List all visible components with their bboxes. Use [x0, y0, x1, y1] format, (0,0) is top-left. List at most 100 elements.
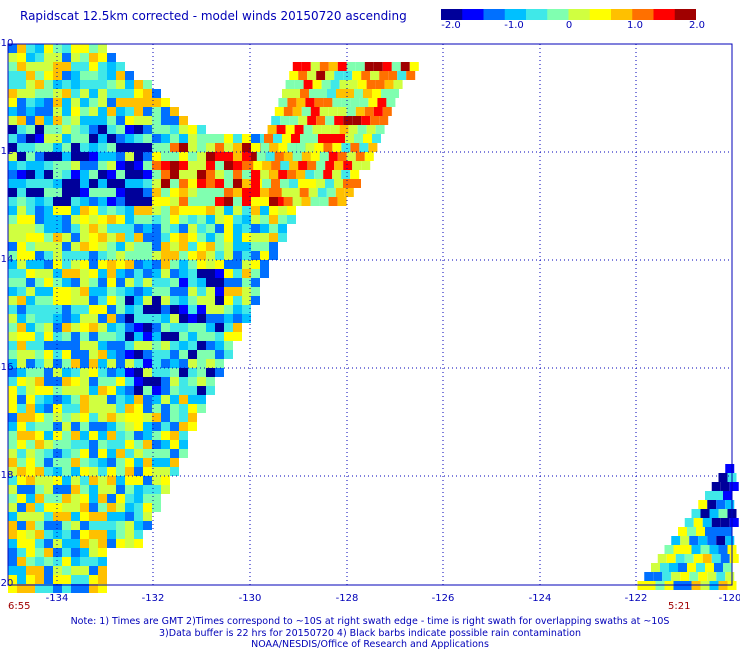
swath-cell [644, 572, 654, 581]
swath-cell [89, 566, 98, 575]
swath-cell [62, 431, 71, 440]
swath-cell [224, 143, 233, 152]
swath-cell [305, 98, 315, 107]
swath-cell [143, 179, 152, 188]
swath-cell [125, 530, 134, 539]
colorbar-swatch [504, 9, 527, 20]
swath-cell [359, 98, 369, 107]
swath-cell [17, 287, 26, 296]
swath-cell [80, 197, 89, 206]
swath-cell [26, 548, 35, 557]
swath-cell [44, 557, 53, 566]
swath-cell [242, 224, 251, 233]
swath-cell [260, 215, 269, 224]
swath-cell [116, 233, 125, 242]
swath-cell [233, 287, 242, 296]
swath-cell [17, 521, 26, 530]
swath-cell [17, 98, 26, 107]
swath-cell [152, 278, 161, 287]
swath-cell [62, 215, 71, 224]
swath-cell [197, 188, 206, 197]
swath-cell [107, 404, 116, 413]
swath-cell [107, 233, 116, 242]
swath-cell [278, 98, 288, 107]
swath-cell [134, 188, 143, 197]
swath-cell [370, 116, 380, 125]
swath-cell [8, 80, 17, 89]
swath-cell [8, 458, 17, 467]
swath-cell [242, 233, 251, 242]
swath-cell [125, 440, 134, 449]
swath-cell [35, 287, 44, 296]
swath-cell [215, 224, 224, 233]
swath-cell [116, 341, 125, 350]
swath-cell [17, 188, 26, 197]
colorbar-swatch [611, 9, 633, 20]
swath-cell [179, 134, 188, 143]
lon-label-132: -132 [141, 593, 165, 604]
swath-cell [278, 224, 287, 233]
swath-cell [44, 386, 53, 395]
swath-cell [71, 44, 80, 53]
swath-cell [62, 44, 71, 53]
swath-cell [152, 305, 161, 314]
swath-cell [8, 287, 17, 296]
swath-cell [53, 89, 62, 98]
swath-cell [53, 395, 62, 404]
swath-cell [71, 431, 80, 440]
swath-cell [71, 71, 80, 80]
swath-cell [89, 206, 98, 215]
swath-cell [53, 503, 62, 512]
swath-cell [98, 431, 107, 440]
swath-cell [107, 431, 116, 440]
swath-cell [107, 305, 116, 314]
swath-cell [125, 152, 134, 161]
swath-cell [17, 170, 26, 179]
swath-cell [107, 80, 116, 89]
swath-cell [80, 215, 89, 224]
swath-cell [224, 242, 233, 251]
swath-cell [98, 314, 107, 323]
swath-cell [107, 359, 116, 368]
swath-cell [662, 572, 672, 581]
swath-cell [80, 107, 89, 116]
swath-cell [346, 152, 356, 161]
swath-cell [80, 386, 89, 395]
swath-cell [330, 125, 340, 134]
swath-cell [53, 467, 62, 476]
lat-label-18: -18 [0, 470, 14, 481]
swath-cell [8, 44, 17, 53]
swath-cell [62, 323, 71, 332]
swath-cell [233, 143, 242, 152]
swath-cell [134, 521, 143, 530]
swath-cell [251, 278, 260, 287]
swath-cell [316, 179, 325, 188]
swath-cell [17, 368, 26, 377]
swath-cell [294, 80, 304, 89]
swath-cell [206, 143, 215, 152]
swath-cell [71, 233, 80, 242]
swath-cell [224, 278, 233, 287]
swath-cell [35, 44, 44, 53]
swath-cell [152, 296, 161, 305]
swath-cell [379, 71, 389, 80]
swath-cell [89, 539, 98, 548]
swath-cell [17, 359, 26, 368]
swath-cell [35, 71, 44, 80]
swath-cell [170, 233, 179, 242]
swath-cell [373, 62, 383, 71]
swath-cell [8, 539, 17, 548]
swath-cell [80, 260, 89, 269]
swath-cell [53, 53, 62, 62]
swath-cell [161, 458, 170, 467]
swath-cell [62, 422, 71, 431]
swath-cell [366, 125, 376, 134]
swath-cell [125, 350, 134, 359]
swath-cell [17, 62, 26, 71]
swath-cell [700, 545, 710, 554]
swath-cell [116, 296, 125, 305]
swath-cell [80, 359, 89, 368]
swath-cell [44, 422, 53, 431]
swath-cell [8, 332, 17, 341]
swath-cell [224, 314, 233, 323]
